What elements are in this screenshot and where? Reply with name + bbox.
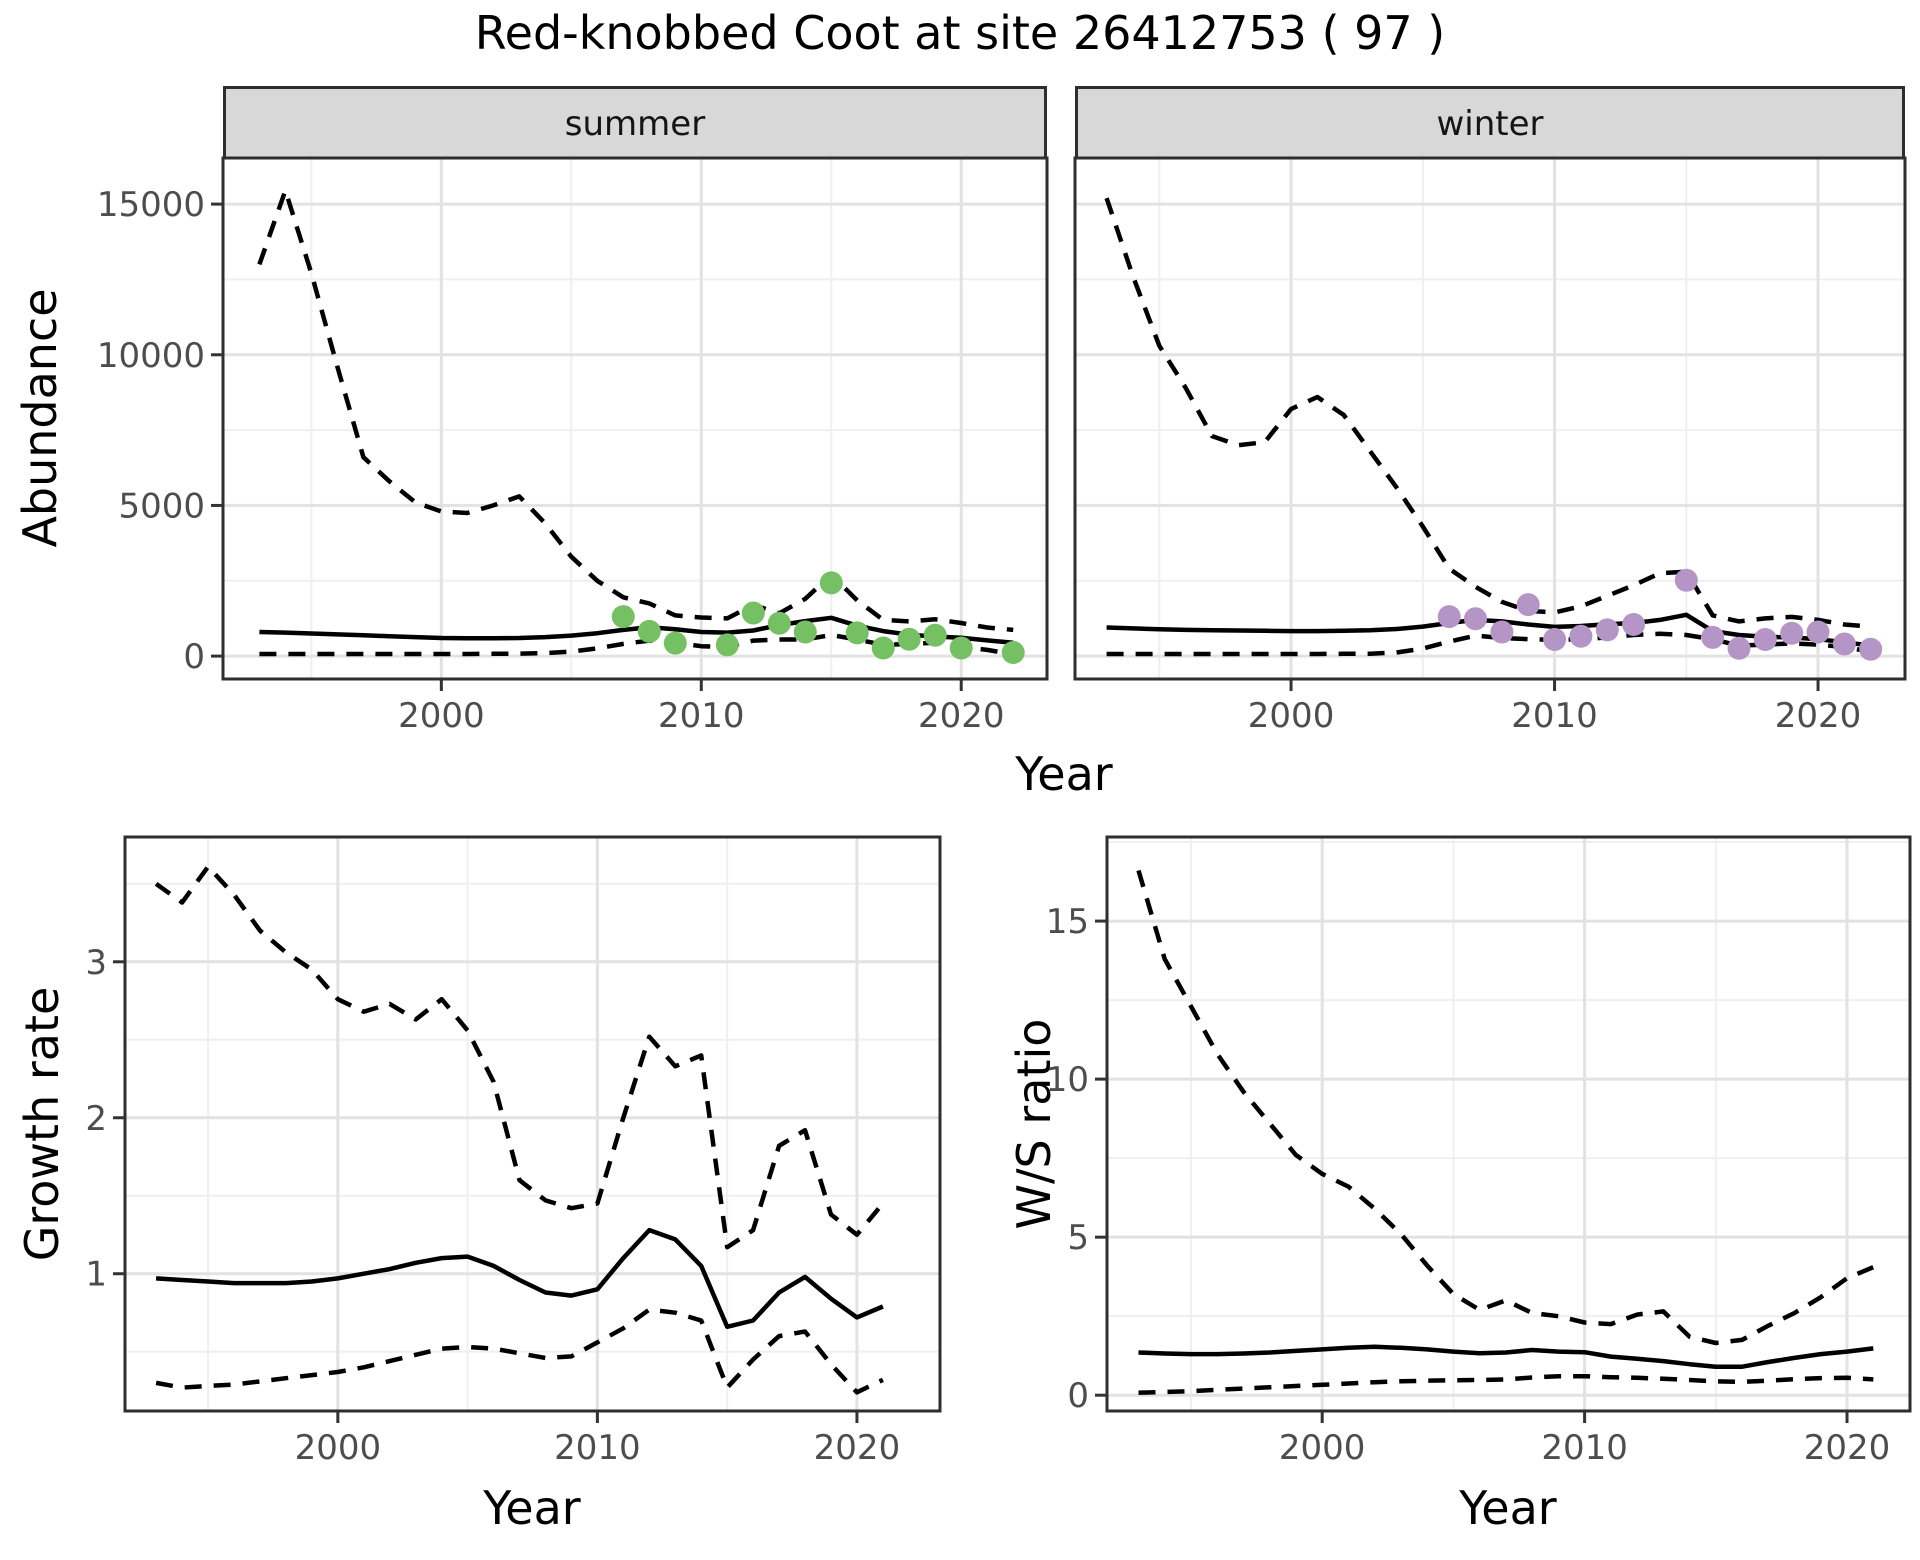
data-point-summer-observations bbox=[923, 623, 947, 647]
y-tick-label: 3 bbox=[85, 943, 107, 983]
data-point-winter-observations bbox=[1437, 605, 1461, 629]
series-upper-ci bbox=[257, 188, 1014, 633]
data-point-summer-observations bbox=[897, 627, 921, 651]
x-tick-label: 2020 bbox=[918, 696, 1005, 736]
data-point-summer-observations bbox=[637, 619, 661, 643]
x-tick-label: 2010 bbox=[1541, 1428, 1628, 1468]
series-lower-ci bbox=[155, 1307, 884, 1395]
panel-abundance-summer: 2000 2010 2020 0 5000 10000 15000 bbox=[97, 156, 1049, 736]
y-tick-label: 10 bbox=[1046, 1060, 1089, 1100]
y-tick-label: 2 bbox=[85, 1099, 107, 1139]
series-upper-ci bbox=[1104, 197, 1871, 629]
data-point-summer-observations bbox=[715, 633, 739, 657]
x-tick-label: 2020 bbox=[1804, 1428, 1891, 1468]
data-point-winter-observations bbox=[1569, 624, 1593, 648]
data-point-winter-observations bbox=[1674, 568, 1698, 592]
data-point-summer-observations bbox=[793, 620, 817, 644]
data-point-winter-observations bbox=[1832, 632, 1856, 656]
series-upper-ci bbox=[1136, 869, 1875, 1346]
panel-border bbox=[1073, 156, 1907, 681]
panel-background bbox=[1107, 837, 1910, 1411]
panel-abundance-winter: 2000 2010 2020 bbox=[1073, 156, 1907, 736]
facet-strip-summer: summer bbox=[223, 86, 1047, 161]
data-point-summer-observations bbox=[767, 611, 791, 635]
x-axis-title-year-growth: Year bbox=[483, 1481, 581, 1535]
data-point-winter-observations bbox=[1490, 620, 1514, 644]
data-point-winter-observations bbox=[1595, 618, 1619, 642]
data-point-winter-observations bbox=[1859, 637, 1883, 661]
data-point-winter-observations bbox=[1543, 628, 1567, 651]
series-lower-ci bbox=[259, 632, 1014, 657]
data-point-winter-observations bbox=[1622, 613, 1646, 636]
x-tick-label: 2000 bbox=[295, 1428, 382, 1468]
x-tick-label: 2010 bbox=[1511, 696, 1598, 736]
series-model-fit bbox=[155, 1227, 884, 1330]
x-axis-title-year-ws: Year bbox=[1459, 1481, 1557, 1535]
panel-background bbox=[1075, 158, 1905, 679]
series-upper-ci bbox=[154, 864, 885, 1250]
y-tick-label: 5000 bbox=[118, 486, 205, 526]
y-tick-label: 15 bbox=[1046, 902, 1089, 942]
panel-background bbox=[125, 837, 940, 1411]
panel-border bbox=[123, 835, 942, 1413]
panel-background bbox=[223, 158, 1047, 679]
facet-strip-winter-label: winter bbox=[1436, 103, 1544, 144]
panel-growth-rate: 2000 2010 2020 1 2 3 bbox=[85, 835, 942, 1468]
panel-border bbox=[221, 156, 1049, 681]
series-lower-ci bbox=[1138, 1373, 1874, 1395]
x-tick-label: 2000 bbox=[1248, 696, 1335, 736]
data-point-summer-observations bbox=[663, 631, 687, 655]
series-model-fit bbox=[1138, 1344, 1874, 1369]
data-point-winter-observations bbox=[1464, 607, 1487, 631]
y-tick-label: 10000 bbox=[97, 336, 205, 376]
facet-strip-summer-label: summer bbox=[564, 103, 706, 144]
data-point-summer-observations bbox=[1001, 641, 1025, 664]
y-tick-label: 0 bbox=[183, 637, 205, 677]
x-tick-label: 2000 bbox=[1279, 1428, 1366, 1468]
data-point-summer-observations bbox=[949, 636, 973, 660]
data-point-winter-observations bbox=[1516, 593, 1540, 617]
plot-title: Red-knobbed Coot at site 26412753 ( 97 ) bbox=[474, 6, 1446, 60]
y-tick-label: 1 bbox=[85, 1255, 107, 1295]
x-tick-label: 2010 bbox=[554, 1428, 641, 1468]
data-point-winter-observations bbox=[1701, 625, 1725, 649]
panel-ws-ratio: 2000 2010 2020 0 5 10 15 bbox=[1046, 835, 1912, 1468]
x-tick-label: 2020 bbox=[814, 1428, 901, 1468]
x-tick-label: 2020 bbox=[1775, 696, 1862, 736]
data-point-winter-observations bbox=[1727, 636, 1751, 660]
data-point-summer-observations bbox=[845, 621, 869, 645]
series-model-fit bbox=[259, 615, 1014, 646]
x-tick-label: 2010 bbox=[658, 696, 745, 736]
facet-strip-winter: winter bbox=[1075, 86, 1905, 161]
y-tick-label: 15000 bbox=[97, 185, 205, 225]
x-tick-label: 2000 bbox=[398, 696, 485, 736]
y-tick-label: 0 bbox=[1067, 1376, 1089, 1416]
series-model-fit bbox=[1106, 612, 1871, 648]
data-point-summer-observations bbox=[611, 605, 635, 629]
data-point-winter-observations bbox=[1806, 620, 1830, 644]
panel-border bbox=[1105, 835, 1912, 1413]
data-point-summer-observations bbox=[871, 636, 895, 660]
data-point-winter-observations bbox=[1753, 628, 1777, 651]
data-point-winter-observations bbox=[1780, 621, 1804, 645]
data-point-summer-observations bbox=[741, 601, 765, 625]
x-axis-title-year-top: Year bbox=[1015, 747, 1113, 801]
y-tick-label: 5 bbox=[1067, 1218, 1089, 1258]
data-point-summer-observations bbox=[819, 571, 843, 595]
